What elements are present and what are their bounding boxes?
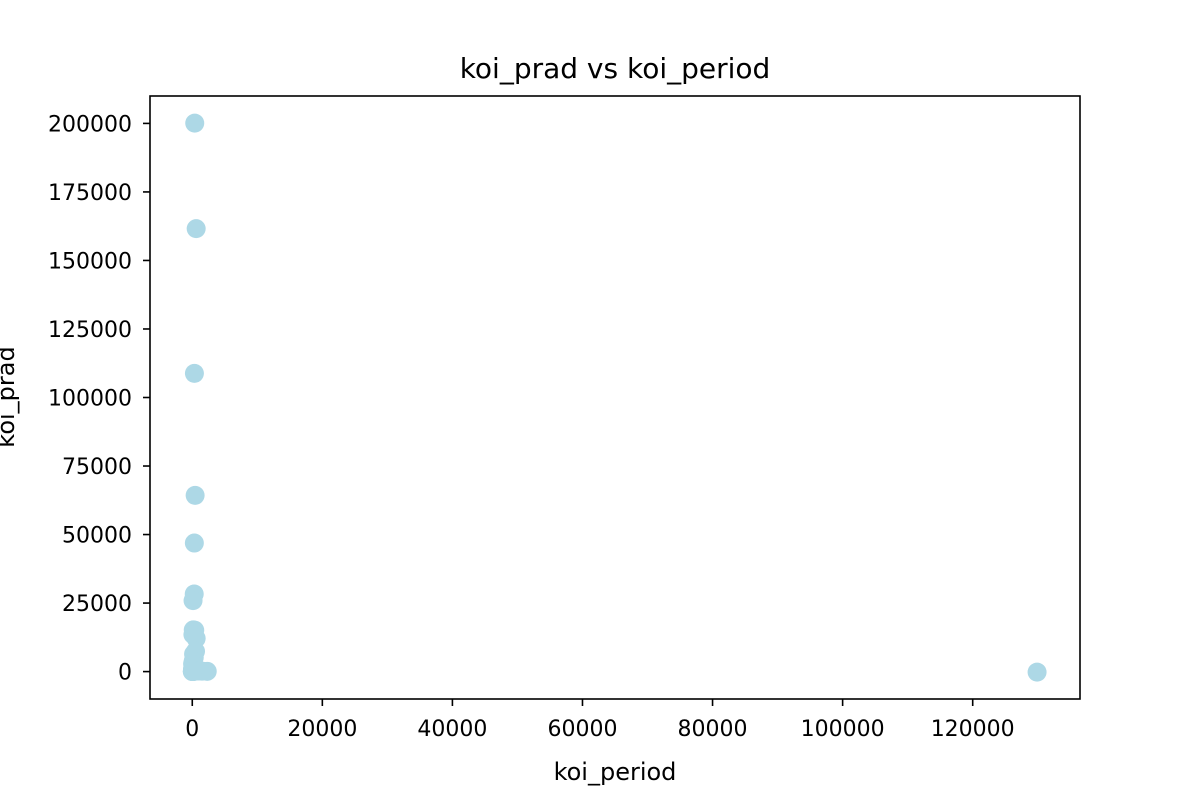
y-tick-label: 75000 [62,455,132,480]
x-tick-label: 120000 [931,717,1015,742]
x-tick-label: 100000 [801,717,885,742]
x-tick-label: 0 [185,717,199,742]
y-tick-label: 150000 [48,249,132,274]
x-axis-title: koi_period [554,758,677,786]
data-points-group [182,113,1047,682]
x-tick-label: 20000 [287,717,357,742]
x-tick-label: 60000 [547,717,617,742]
y-tick-label: 125000 [48,318,132,343]
data-point [184,533,204,553]
x-tick-label: 40000 [417,717,487,742]
y-tick-label: 0 [118,661,132,686]
chart-title: koi_prad vs koi_period [460,52,771,85]
data-point [182,662,202,682]
data-point [183,591,203,611]
data-point [186,219,206,239]
data-point [185,485,205,505]
y-tick-label: 50000 [62,524,132,549]
data-point [1027,662,1047,682]
data-point [197,661,217,681]
y-axis-ticks: 0 25000 50000 75000 100000 125000 150000 175000… [48,112,150,686]
y-axis-title: koi_prad [0,346,20,447]
x-axis-ticks: 0 20000 40000 60000 80000 100000 120000 [185,699,1015,742]
y-tick-label: 175000 [48,181,132,206]
data-point [184,363,204,383]
data-point [185,113,205,133]
y-tick-label: 200000 [48,112,132,137]
y-tick-label: 100000 [48,387,132,412]
x-tick-label: 80000 [678,717,748,742]
y-tick-label: 25000 [62,592,132,617]
